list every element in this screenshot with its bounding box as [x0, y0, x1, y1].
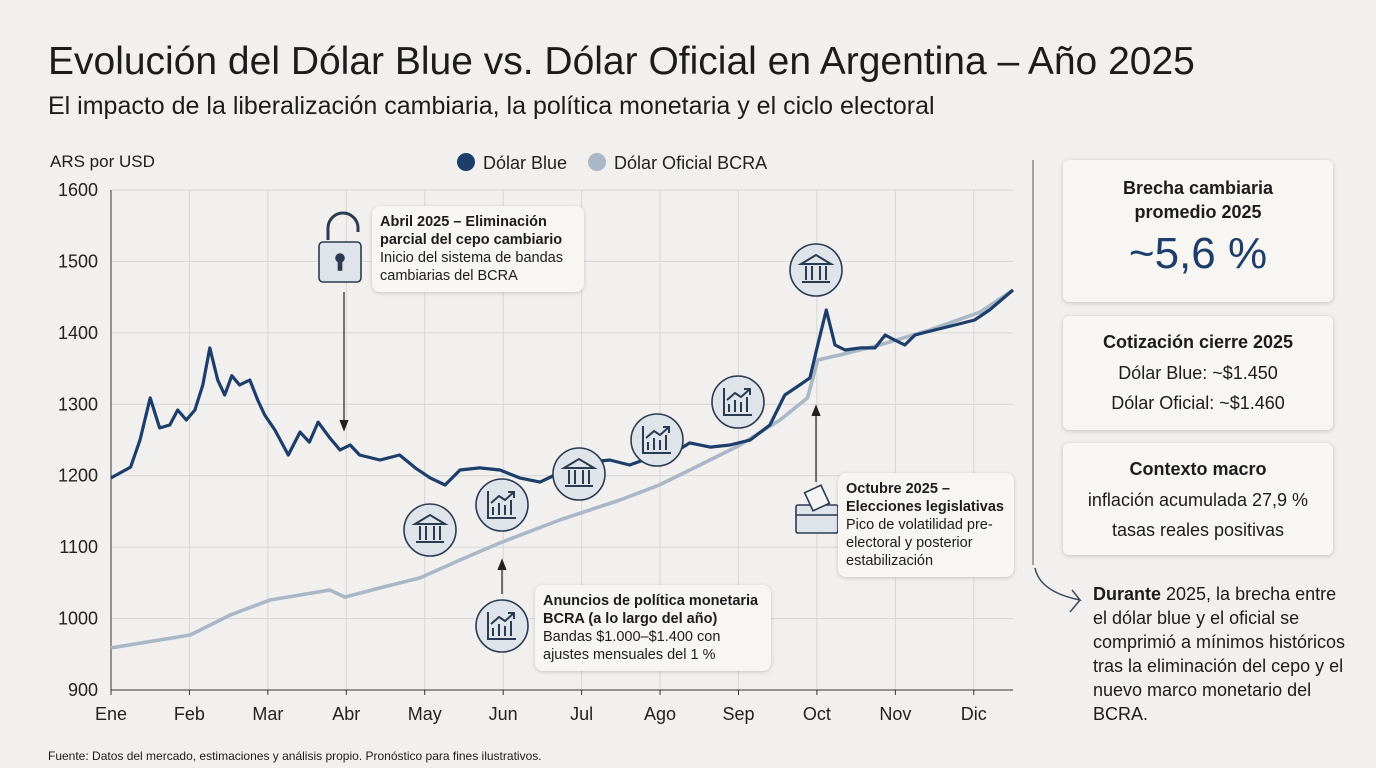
annotation-title: Abril 2025 – Eliminación parcial del cep…: [380, 214, 563, 248]
card-line: Dólar Blue: ~$1.450: [1118, 363, 1278, 383]
title: Evolución del Dólar Blue vs. Dólar Ofici…: [48, 40, 1195, 83]
legend-swatch: [457, 153, 475, 171]
card-title: Contexto macro: [1129, 459, 1267, 479]
icon-bg: [552, 447, 606, 501]
legend-swatch: [588, 153, 607, 171]
annotation-arrows: [339, 292, 821, 594]
lock-icon: [318, 211, 362, 283]
card-title: Cotización cierre 2025: [1102, 332, 1294, 352]
annotation: Anuncios de política monetaria BCRA (a l…: [535, 585, 771, 671]
y-tick-label: 1400: [58, 323, 98, 343]
chart-icon: [475, 599, 529, 653]
summary: Durante 2025, la brecha entre el dólar b…: [1093, 582, 1353, 726]
x-tick-label: Ene: [95, 704, 127, 724]
icon-glyph: [560, 457, 598, 487]
y-tick-label: 1100: [59, 537, 98, 557]
icon-glyph: [487, 612, 516, 640]
x-tick-label: May: [408, 704, 442, 724]
card-line: Dólar Oficial: ~$1.460: [1111, 393, 1285, 413]
summary-lead: Durante: [1093, 584, 1162, 604]
card-line: tasas reales positivas: [1111, 520, 1285, 540]
icon-glyph: [797, 253, 835, 283]
x-tick-label: Dic: [961, 704, 987, 724]
annotation-title: Anuncios de política monetaria BCRA (a l…: [543, 593, 759, 627]
card: Brecha cambiaria promedio 2025 ~5,6 %: [1063, 160, 1333, 302]
card: Cotización cierre 2025 Dólar Blue: ~$1.4…: [1063, 316, 1333, 430]
subtitle: El impacto de la liberalización cambiari…: [48, 92, 935, 120]
icon-bg: [403, 503, 457, 557]
chart-icon: [475, 478, 529, 532]
source: Fuente: Datos del mercado, estimaciones …: [48, 749, 542, 763]
icon-glyph: [723, 388, 752, 416]
x-tick-label: Mar: [252, 704, 283, 724]
y-tick-label: 1600: [58, 180, 98, 200]
icon-bg: [711, 375, 765, 429]
icon-glyph: [642, 426, 671, 454]
summary-text: 2025, la brecha entre el dólar blue y el…: [1093, 584, 1346, 724]
y-tick-label: 900: [68, 680, 98, 700]
annotation: Abril 2025 – Eliminación parcial del cep…: [372, 206, 584, 292]
chart-icon: [711, 375, 765, 429]
x-tick-label: Sep: [722, 704, 754, 724]
annotation-text: Inicio del sistema de bandas cambiarias …: [380, 250, 563, 284]
y-tick-label: 1200: [58, 466, 98, 486]
legend-label: Dólar Oficial BCRA: [614, 153, 767, 173]
chart-icon: [630, 413, 684, 467]
annotation-text: Pico de volatilidad pre-electoral y post…: [846, 517, 993, 569]
y-axis-label: ARS por USD: [50, 152, 155, 171]
icon-glyph: [411, 513, 449, 543]
y-tick-label: 1300: [58, 394, 98, 414]
icon-bg: [789, 243, 843, 297]
annotation-title: Octubre 2025 – Elecciones legislativas: [846, 481, 1004, 515]
icon-glyph: [487, 491, 516, 519]
pointer-arrow: [1034, 567, 1082, 613]
icon-bg: [475, 478, 529, 532]
x-tick-label: Abr: [332, 704, 360, 724]
annotation: Octubre 2025 – Elecciones legislativas P…: [838, 473, 1014, 577]
bank-icon: [789, 243, 843, 297]
card-title: Brecha cambiaria promedio 2025: [1122, 178, 1274, 222]
bank-icon: [552, 447, 606, 501]
bank-icon: [403, 503, 457, 557]
y-tick-label: 1500: [58, 251, 98, 271]
card-value: ~5,6 %: [1128, 229, 1268, 278]
card-line: inflación acumulada 27,9 %: [1087, 490, 1309, 510]
x-tick-label: Feb: [174, 704, 205, 724]
ballot-icon: [795, 484, 839, 534]
y-tick-label: 1000: [58, 609, 98, 629]
series-line: [110, 288, 1015, 487]
x-tick-label: Nov: [879, 704, 911, 724]
icon-bg: [630, 413, 684, 467]
x-tick-label: Oct: [803, 704, 831, 724]
annotation-text: Bandas $1.000–$1.400 con ajustes mensual…: [543, 629, 721, 663]
x-tick-label: Jun: [489, 704, 518, 724]
x-tick-label: Jul: [570, 704, 593, 724]
legend-label: Dólar Blue: [483, 153, 567, 173]
series-line: [110, 288, 1015, 650]
x-tick-label: Ago: [644, 704, 676, 724]
icon-bg: [475, 599, 529, 653]
card: Contexto macro inflación acumulada 27,9 …: [1063, 443, 1333, 555]
